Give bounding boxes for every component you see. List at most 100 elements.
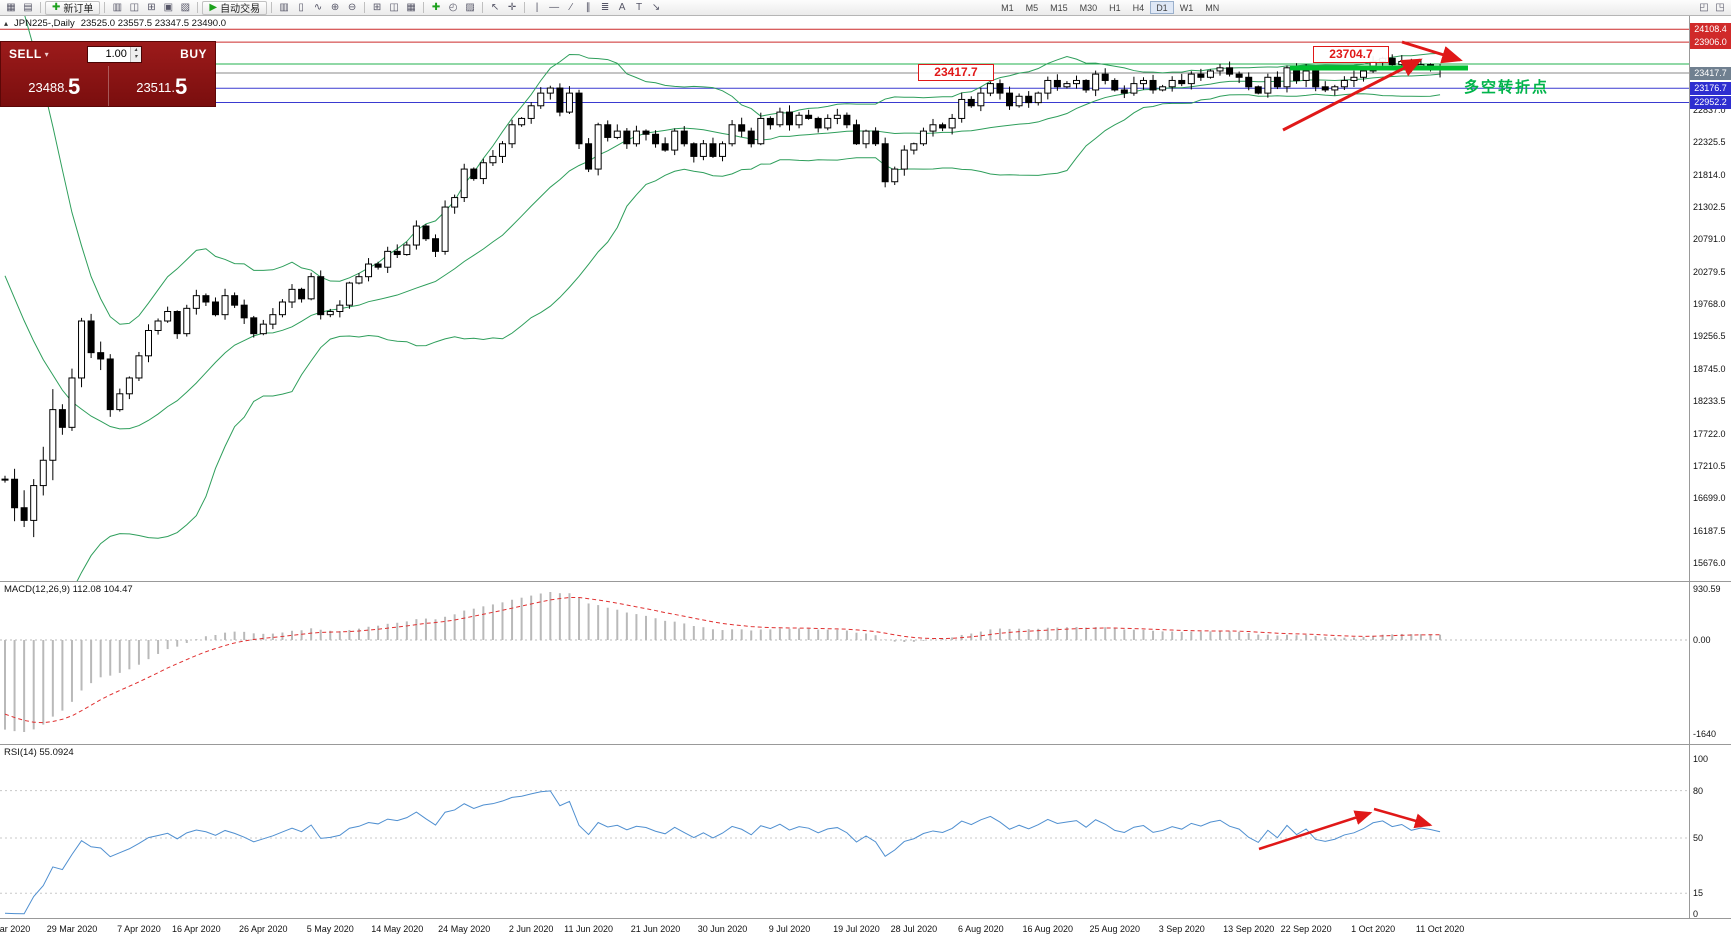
price-tick-label: 19768.0 [1693,299,1726,310]
rsi-arrow-down[interactable] [1373,807,1433,829]
toolbar: ▦ ▤ ✚ 新订单 ▥ ◫ ⊞ ▣ ▧ ▶ 自动交易 ▥ ▯ ∿ ⊕ ⊖ ⊞ ◫ ▦ ✚ ◴ ▨ ↖ ✛ | — ∕ ∥ ≣ A T ↘ M1 M… [0,0,1731,16]
candle-bear [87,320,95,354]
toolbar-separator [104,2,106,13]
timeframe-m15[interactable]: M15 [1050,2,1068,13]
zoom-out-icon[interactable]: ⊖ [347,2,357,13]
text-tool-icon[interactable]: A [618,2,626,13]
one-click-collapse-icon[interactable]: ▴ [4,19,9,28]
candle-bull [412,225,420,246]
volume-input[interactable]: 1.00 ▴ ▾ [86,45,142,63]
spinner-down-icon[interactable]: ▾ [134,54,138,60]
crosshair-icon[interactable]: ✛ [507,2,517,13]
candle-bear [642,130,650,135]
indicators-icon[interactable]: ✚ [431,2,441,13]
one-click-top-row: SELL ▾ 1.00 ▴ ▾ BUY [1,42,215,66]
candle-bull [910,143,918,151]
rsi-label: RSI(14) 55.0924 [4,747,74,758]
price-badge-22952.2: 22952.2 [1690,95,1731,109]
candle-bull [632,130,640,145]
arrows-tool-icon[interactable]: ↘ [651,2,661,13]
candlestick-chart-area[interactable] [0,16,1689,581]
candle-bull [460,168,468,199]
candle-bull [451,197,459,208]
strategy-tester-icon[interactable]: ▧ [180,2,191,13]
periods-icon[interactable]: ◴ [448,2,458,13]
candle-bull [39,459,47,487]
price-badge-23417.7: 23417.7 [1690,66,1731,80]
main-chart-panel[interactable]: ▴ JPN225-,Daily 23525.0 23557.5 23347.5 … [0,16,1731,581]
sell-caret-icon[interactable]: ▾ [44,49,49,59]
timeframe-m5[interactable]: M5 [1025,2,1039,13]
candle-bull [278,301,286,316]
timeframe-m1[interactable]: M1 [1001,2,1014,13]
line-chart-type-icon[interactable]: ∿ [313,2,323,13]
candle-bear [1149,79,1157,91]
spinner-up-icon[interactable]: ▴ [134,47,138,53]
candle-bull [948,117,956,129]
zoom-in-icon[interactable]: ⊕ [330,2,340,13]
trend-arrow-up[interactable] [1282,58,1423,132]
new-order-button[interactable]: ✚ 新订单 [45,0,101,15]
price-scale[interactable]: 22837.0 22325.5 21814.0 21302.5 20791.0 20279… [1689,16,1731,581]
fibonacci-tool-icon[interactable]: ≣ [600,2,610,13]
navigator-icon[interactable]: ⊞ [147,2,156,13]
sell-button[interactable]: 23488. 5 [1,66,108,106]
candle-bull [958,98,966,119]
chart-profiles-icon[interactable]: ▤ [23,2,33,13]
trendline-tool-icon[interactable]: ∕ [570,2,572,13]
candlestick-type-icon[interactable]: ▯ [298,2,304,13]
one-click-trading-panel: SELL ▾ 1.00 ▴ ▾ BUY 23488. 5 23511. 5 [0,41,216,107]
timeframe-h1[interactable]: H1 [1109,2,1121,13]
arrange-windows-icon[interactable]: ▦ [406,2,416,13]
price-annotation-23417[interactable]: 23417.7 [918,64,994,81]
rsi-scale[interactable]: 100 80 50 15 0 [1689,745,1731,919]
toolbar-right-group: ◰ ◳ [1696,1,1728,14]
data-window-icon[interactable]: ◫ [129,2,140,13]
cascade-windows-icon[interactable]: ◫ [389,2,399,13]
timeframe-w1[interactable]: W1 [1179,2,1194,13]
candle-bear [623,130,631,145]
terminal-icon[interactable]: ▣ [163,2,174,13]
date-axis[interactable]: 19 Mar 2020 29 Mar 2020 7 Apr 2020 16 Apr 2… [0,918,1731,941]
market-watch-icon[interactable]: ▥ [112,2,123,13]
candle-bull [49,409,57,461]
price-tick-label: 22325.5 [1693,137,1726,148]
autotrading-button[interactable]: ▶ 自动交易 [202,0,268,15]
timeframe-h4[interactable]: H4 [1132,2,1145,13]
cursor-icon[interactable]: ↖ [490,2,500,13]
new-chart-icon[interactable]: ▦ [6,2,16,13]
rsi-panel[interactable]: RSI(14) 55.0924 100 80 50 15 0 [0,744,1731,919]
toolbar-separator [423,2,425,13]
window-new-icon[interactable]: ◳ [1715,2,1725,13]
window-restore-icon[interactable]: ◰ [1699,2,1709,13]
channel-tool-icon[interactable]: ∥ [585,2,591,13]
candle-bull [671,130,679,151]
templates-icon[interactable]: ▨ [465,2,475,13]
timeframe-mn[interactable]: MN [1205,2,1220,13]
price-annotation-23704[interactable]: 23704.7 [1313,45,1389,63]
vertical-line-tool-icon[interactable]: | [535,2,539,13]
chart-ohlc-values: 23525.0 23557.5 23347.5 23490.0 [80,18,227,29]
candle-bear [852,124,860,145]
macd-scale[interactable]: 930.59 0.00 -1640 [1689,582,1731,744]
volume-value[interactable]: 1.00 [105,47,127,60]
timeframe-m30[interactable]: M30 [1079,2,1098,13]
rsi-arrow-up[interactable] [1258,810,1373,851]
green-resistance-segment[interactable] [1290,65,1468,71]
candle-bull [1398,60,1406,66]
buy-button[interactable]: 23511. 5 [107,66,216,106]
bar-chart-type-icon[interactable]: ▥ [279,2,289,13]
macd-chart-area[interactable] [0,582,1689,745]
candle-bull [546,87,554,94]
horizontal-line-tool-icon[interactable]: — [549,2,560,13]
tile-windows-icon[interactable]: ⊞ [372,2,382,13]
macd-panel[interactable]: MACD(12,26,9) 112.08 104.47 930.59 0.00 -1… [0,581,1731,744]
timeframe-d1[interactable]: D1 [1150,1,1174,14]
text-label-tool-icon[interactable]: T [636,2,643,13]
rsi-chart-area[interactable] [0,745,1689,919]
candle-bull [1216,67,1224,72]
candle-bear [1312,70,1320,88]
trend-arrow-down[interactable] [1401,40,1463,64]
timeframe-group: M1 M5 M15 M30 H1 H4 D1 W1 MN [995,1,1225,14]
volume-spinner[interactable]: ▴ ▾ [129,46,141,62]
